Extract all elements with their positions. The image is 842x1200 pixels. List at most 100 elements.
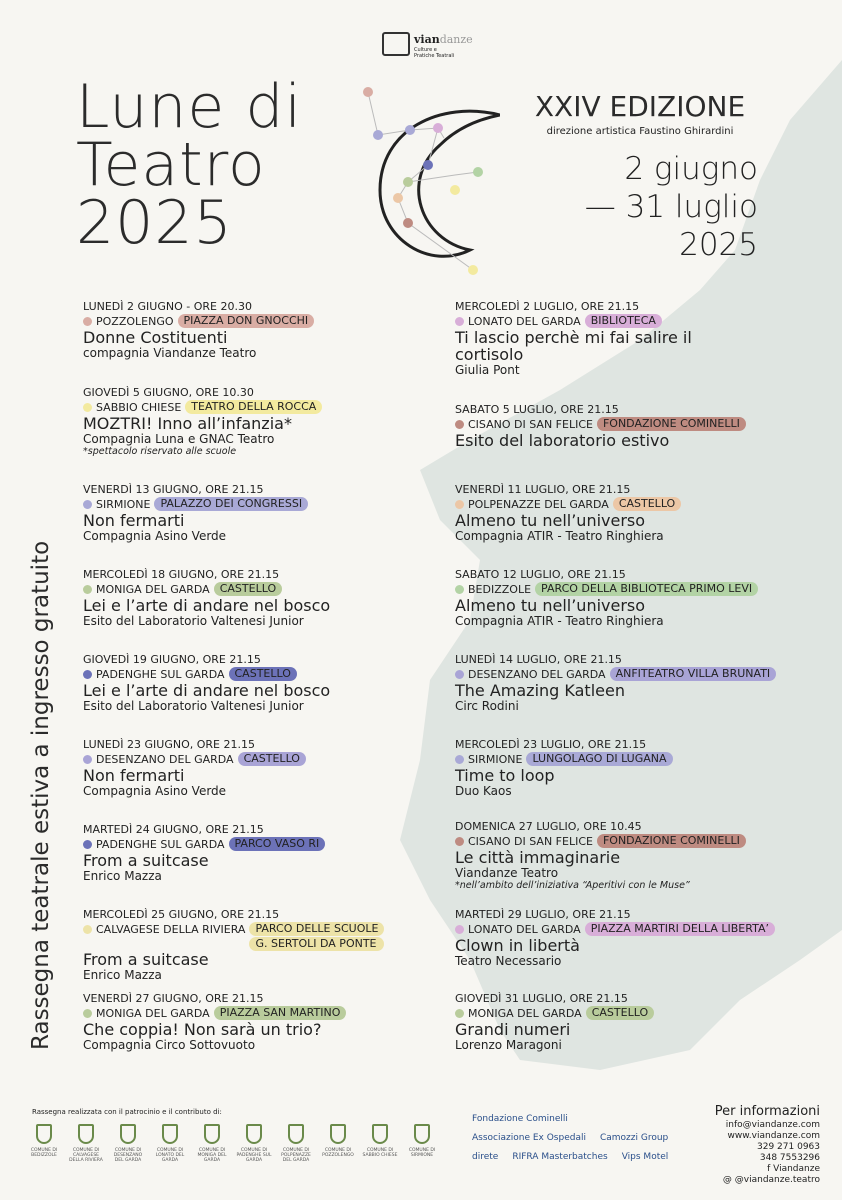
event-date: MARTEDÌ 29 LUGLIO, ORE 21.15 — [455, 908, 631, 921]
venue-badges: CASTELLO — [612, 497, 682, 511]
event-date: GIOVEDÌ 31 LUGLIO, ORE 21.15 — [455, 992, 628, 1005]
sponsor-logo: direte — [472, 1152, 499, 1162]
event-title: Non fermarti — [83, 766, 185, 785]
contact-info: Per informazioni info@viandanze.com www.v… — [715, 1104, 820, 1186]
edition: XXIV EDIZIONE — [534, 90, 746, 123]
event-title: Lei e l’arte di andare nel bosco — [83, 681, 331, 700]
event-date: GIOVEDÌ 5 GIUGNO, ORE 10.30 — [83, 386, 254, 399]
crest-icon — [372, 1124, 388, 1144]
dates-line2: — 31 luglio — [584, 189, 758, 225]
event-company: Enrico Mazza — [83, 869, 162, 883]
sponsor-logo: Vips Motel — [621, 1152, 669, 1162]
municipality-crest: COMUNE DI PADENGHE SUL GARDA — [236, 1124, 272, 1163]
contact-line: 329 271 0963 — [757, 1142, 820, 1152]
event-location: BEDIZZOLE PARCO DELLA BIBLIOTECA PRIMO LE… — [455, 582, 825, 597]
event-item: DOMENICA 27 LUGLIO, ORE 10.45 CISANO DI S… — [455, 820, 825, 892]
sponsor-logo: RIFRA Masterbatches — [512, 1152, 608, 1162]
location-dot-icon — [455, 755, 464, 764]
sponsor-logos: Fondazione Cominelli Associazione Ex Ospe… — [472, 1114, 672, 1163]
event-title: Che coppia! Non sarà un trio? — [83, 1020, 322, 1039]
venue-badge: FONDAZIONE COMINELLI — [596, 417, 746, 431]
event-date: VENERDÌ 27 GIUGNO, ORE 21.15 — [83, 992, 264, 1005]
crest-label: COMUNE DI LONATO DEL GARDA — [155, 1148, 185, 1163]
location-dot-icon — [83, 585, 92, 594]
location-dot-icon — [83, 755, 92, 764]
event-place: LONATO DEL GARDA — [468, 923, 581, 936]
municipality-crest: COMUNE DI POZZOLENGO — [320, 1124, 356, 1163]
crest-label: COMUNE DI SIRMIONE — [408, 1148, 436, 1158]
venue-badges: PIAZZA MARTIRI DELLA LIBERTA’ — [584, 922, 775, 936]
crest-label: COMUNE DI POLPENAZZE DEL GARDA — [281, 1148, 311, 1163]
location-dot-icon — [455, 837, 464, 846]
event-location: POZZOLENGO PIAZZA DON GNOCCHI — [83, 314, 453, 329]
municipality-crest: COMUNE DI DESENZANO DEL GARDA — [110, 1124, 146, 1163]
event-place: DESENZANO DEL GARDA — [96, 753, 234, 766]
event-item: LUNEDÌ 14 LUGLIO, ORE 21.15 DESENZANO DEL… — [455, 653, 825, 713]
venue-badges: ANFITEATRO VILLA BRUNATI — [609, 667, 777, 681]
event-item: VENERDÌ 13 GIUGNO, ORE 21.15 SIRMIONE PALA… — [83, 483, 453, 543]
location-dot-icon — [455, 317, 464, 326]
page-title: Lune di Teatro 2025 — [76, 72, 303, 253]
event-date: MARTEDÌ 24 GIUGNO, ORE 21.15 — [83, 823, 264, 836]
crest-label: COMUNE DI MONIGA DEL GARDA — [197, 1148, 227, 1163]
venue-badge: CASTELLO — [612, 497, 682, 511]
municipality-crest: COMUNE DI BEDIZZOLE — [26, 1124, 62, 1163]
title-line2: Teatro — [76, 130, 266, 200]
event-title: Lei e l’arte di andare nel bosco — [83, 596, 331, 615]
festival-dates: 2 giugno — 31 luglio 2025 — [585, 150, 758, 264]
event-item: VENERDÌ 27 GIUGNO, ORE 21.15 MONIGA DEL G… — [83, 992, 453, 1052]
info-title: Per informazioni — [714, 1104, 820, 1119]
logo-name-b: danze — [439, 33, 473, 46]
event-company: Lorenzo Maragoni — [455, 1038, 562, 1052]
event-company: Teatro Necessario — [455, 954, 562, 968]
event-title: From a suitcase — [83, 851, 209, 870]
event-title: Time to loop — [455, 766, 555, 785]
crest-label: COMUNE DI SABBIO CHIESE — [362, 1148, 398, 1158]
event-company: Compagnia ATIR - Teatro Ringhiera — [455, 529, 664, 543]
event-date: LUNEDÌ 2 GIUGNO - ORE 20.30 — [83, 300, 252, 313]
contact-line: info@viandanze.com — [725, 1120, 820, 1130]
dates-line1: 2 giugno — [624, 151, 758, 187]
event-title: Almeno tu nell’universo — [455, 511, 646, 530]
location-dot-icon — [83, 1009, 92, 1018]
location-dot-icon — [455, 925, 464, 934]
crest-icon — [162, 1124, 178, 1144]
event-place: SIRMIONE — [468, 753, 523, 766]
event-location: SABBIO CHIESE TEATRO DELLA ROCCA — [83, 400, 453, 415]
event-location: POLPENAZZE DEL GARDA CASTELLO — [455, 497, 825, 512]
event-title: From a suitcase — [83, 950, 209, 969]
venue-badge: PARCO VASO RI — [228, 837, 326, 851]
event-title: MOZTRI! Inno all’infanzia* — [83, 414, 292, 433]
venue-badge: CASTELLO — [228, 667, 297, 681]
viandanze-logo-mark-icon — [382, 31, 410, 56]
viandanze-logo: viandanze Culture e Pratiche Teatrali — [382, 28, 473, 59]
municipality-crest: COMUNE DI MONIGA DEL GARDA — [194, 1124, 230, 1163]
event-company: Compagnia ATIR - Teatro Ringhiera — [455, 614, 664, 628]
crest-label: COMUNE DI DESENZANO DEL GARDA — [113, 1148, 143, 1163]
event-date: MERCOLEDÌ 23 LUGLIO, ORE 21.15 — [455, 738, 647, 751]
event-item: MERCOLEDÌ 2 LUGLIO, ORE 21.15 LONATO DEL … — [455, 300, 825, 377]
sponsor-logo: Associazione Ex Ospedali — [472, 1133, 586, 1143]
event-company: Giulia Pont — [455, 363, 520, 377]
event-date: LUNEDÌ 23 GIUGNO, ORE 21.15 — [83, 738, 255, 751]
event-location: SIRMIONE LUNGOLAGO DI LUGANA — [455, 752, 825, 767]
sponsor-logo: Camozzi Group — [599, 1133, 669, 1143]
municipality-crests: COMUNE DI BEDIZZOLE COMUNE DI CALVAGESE D… — [26, 1124, 440, 1163]
event-item: GIOVEDÌ 5 GIUGNO, ORE 10.30 SABBIO CHIESE… — [83, 386, 453, 458]
title-line1: Lune di — [76, 72, 303, 142]
dates-line3: 2025 — [679, 227, 758, 263]
event-company: Compagnia Luna e GNAC Teatro — [83, 432, 275, 446]
venue-badge: FONDAZIONE COMINELLI — [596, 834, 746, 848]
event-title: Esito del laboratorio estivo — [455, 431, 670, 450]
event-item: MERCOLEDÌ 18 GIUGNO, ORE 21.15 MONIGA DEL… — [83, 568, 453, 628]
location-dot-icon — [455, 420, 464, 429]
event-place: MONIGA DEL GARDA — [96, 1007, 210, 1020]
logo-line2: Pratiche Teatrali — [414, 53, 455, 59]
event-date: DOMENICA 27 LUGLIO, ORE 10.45 — [455, 820, 642, 833]
venue-badge: BIBLIOTECA — [584, 314, 662, 328]
event-place: CALVAGESE DELLA RIVIERA — [96, 923, 246, 936]
event-place: CISANO DI SAN FELICE — [468, 835, 593, 848]
venue-badge: LUNGOLAGO DI LUGANA — [526, 752, 673, 766]
event-place: MONIGA DEL GARDA — [96, 583, 210, 596]
